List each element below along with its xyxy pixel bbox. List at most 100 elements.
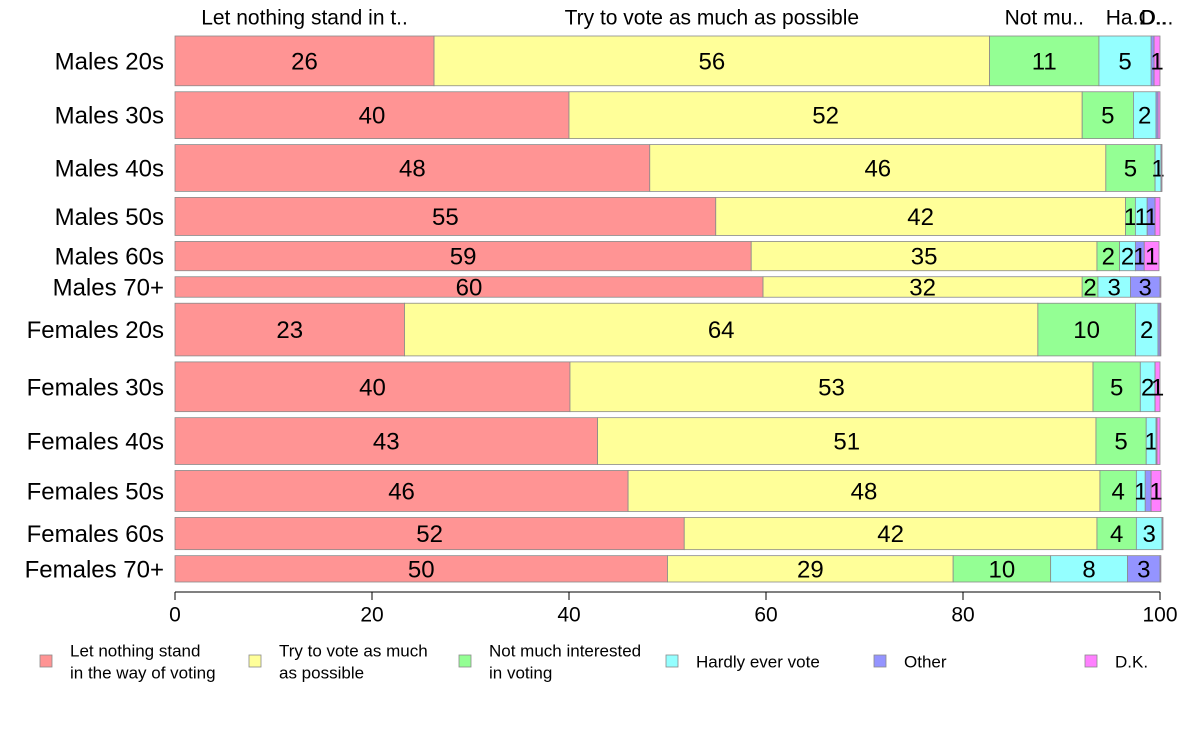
data-label: 5: [1114, 429, 1127, 456]
bar-segment: [989, 35, 1100, 87]
bar-segment: [1150, 470, 1162, 512]
category-label: Females 60s: [27, 521, 164, 548]
data-label: 42: [877, 521, 904, 548]
legend-swatch: [1084, 654, 1098, 668]
bar-segment: [174, 197, 717, 236]
legend-label: Other: [904, 653, 947, 672]
data-label: 2: [1140, 317, 1153, 344]
bar-segment: [1050, 555, 1128, 583]
bar-segment: [1159, 276, 1162, 298]
legend-swatch: [39, 654, 53, 668]
data-label: 32: [909, 274, 936, 301]
bar-segment: [1161, 517, 1164, 551]
bar-segment: [174, 417, 598, 465]
legend-label: Try to vote as much: [279, 642, 428, 661]
bar-segment: [568, 91, 1083, 139]
bar-segment: [1159, 302, 1162, 357]
top-series-label: O..: [1139, 7, 1167, 30]
data-label: 59: [450, 244, 477, 271]
category-label: Males 50s: [55, 204, 164, 231]
x-tick-label: 20: [360, 604, 383, 627]
data-label: 53: [818, 374, 845, 401]
legend-label: D.K.: [1115, 653, 1148, 672]
bar-segment: [1157, 91, 1161, 139]
bar-segment: [1153, 35, 1161, 87]
data-label: 1: [1151, 156, 1164, 183]
data-label: 11: [1032, 48, 1057, 75]
x-tick-label: 0: [169, 604, 181, 627]
data-label: 1: [1151, 374, 1164, 401]
data-label: 1: [1150, 48, 1163, 75]
data-label: 10: [1073, 317, 1100, 344]
bar-segment: [1135, 517, 1163, 551]
legend-swatch: [248, 654, 262, 668]
data-label: 40: [359, 103, 386, 130]
data-label: 29: [797, 556, 824, 583]
legend-swatch: [665, 654, 679, 668]
data-label: 10: [989, 556, 1016, 583]
data-label: 2: [1083, 274, 1096, 301]
top-series-label: Let nothing stand in t..: [201, 7, 408, 30]
bar-segment: [649, 144, 1107, 192]
legend-label: Let nothing stand: [70, 642, 200, 661]
data-label: 2: [1102, 244, 1115, 271]
top-series-label: Ha..: [1106, 7, 1145, 30]
data-label: 23: [276, 317, 303, 344]
bar-segment: [174, 470, 629, 512]
bar-segment: [174, 555, 668, 583]
bar-segment: [715, 197, 1126, 236]
bar-segment: [433, 35, 990, 87]
data-label: 5: [1101, 103, 1114, 130]
data-label: 8: [1082, 556, 1095, 583]
data-label: 1: [1145, 244, 1158, 271]
legend-label: Hardly ever vote: [696, 653, 820, 672]
top-series-label: D...: [1141, 7, 1174, 30]
data-label: 4: [1110, 521, 1123, 548]
x-tick-label: 100: [1142, 604, 1177, 627]
data-label: 60: [456, 274, 483, 301]
data-label: 1: [1124, 204, 1137, 231]
bar-segment: [750, 241, 1098, 272]
data-label: 56: [698, 48, 725, 75]
bar-segment: [597, 417, 1097, 465]
top-series-label: Not mu..: [1005, 7, 1084, 30]
bar-segment: [1159, 555, 1162, 583]
data-label: 5: [1110, 374, 1123, 401]
data-label: 2: [1121, 244, 1134, 271]
data-label: 3: [1137, 556, 1150, 583]
category-label: Females 30s: [27, 374, 164, 401]
data-label: 48: [851, 478, 878, 505]
category-label: Females 50s: [27, 478, 164, 505]
category-label: Males 70+: [53, 274, 164, 301]
data-label: 2: [1141, 374, 1154, 401]
data-label: 52: [812, 103, 839, 130]
bar-segment: [1143, 241, 1160, 272]
data-label: 46: [388, 478, 415, 505]
data-label: 55: [432, 204, 459, 231]
data-label: 52: [416, 521, 443, 548]
data-label: 1: [1134, 478, 1147, 505]
data-label: 4: [1111, 478, 1124, 505]
data-label: 2: [1138, 103, 1151, 130]
category-label: Males 60s: [55, 244, 164, 271]
bar-segment: [1154, 197, 1161, 236]
legend-label: in voting: [489, 664, 552, 683]
data-label: 1: [1144, 429, 1157, 456]
bar-segment: [1098, 35, 1152, 87]
category-label: Females 70+: [25, 556, 164, 583]
bar-segment: [174, 144, 651, 192]
category-label: Males 40s: [55, 156, 164, 183]
data-label: 64: [708, 317, 735, 344]
data-label: 48: [399, 156, 426, 183]
legend-label: in the way of voting: [70, 664, 216, 683]
bar-segment: [1154, 361, 1161, 413]
data-label: 5: [1118, 48, 1131, 75]
legend-label: as possible: [279, 664, 364, 683]
bar-segment: [174, 361, 571, 413]
data-label: 1: [1135, 204, 1148, 231]
bar-segment: [1099, 470, 1137, 512]
legend-swatch: [458, 654, 472, 668]
bar-segment: [1160, 144, 1163, 192]
